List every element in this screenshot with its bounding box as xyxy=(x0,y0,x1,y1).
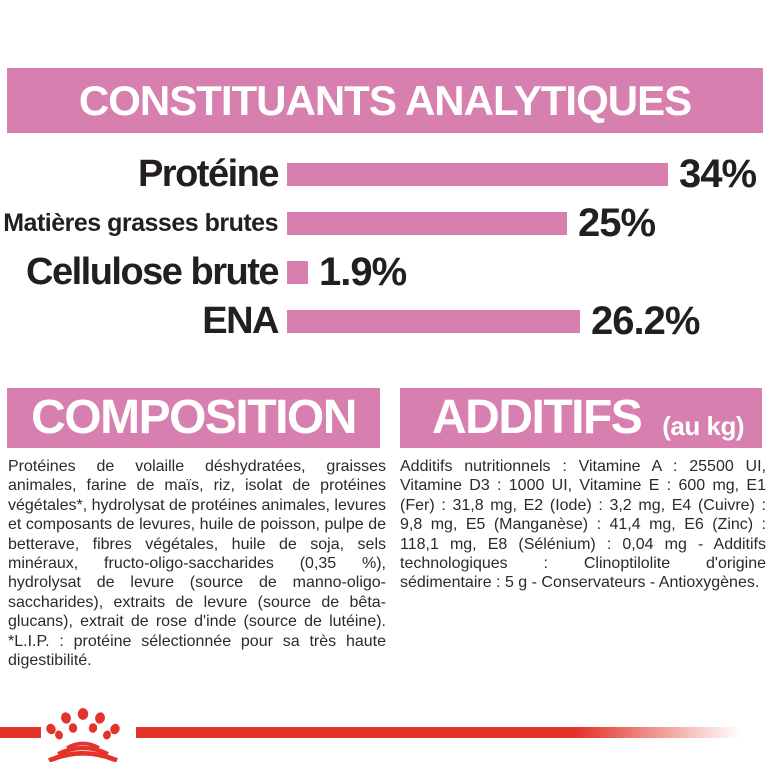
royal-canin-crown-icon xyxy=(42,704,124,762)
constituents-bar-chart: Protéine 34% Matières grasses brutes 25% Cel… xyxy=(0,150,770,346)
additifs-body-text: Additifs nutritionnels : Vitamine A : 25… xyxy=(400,458,766,592)
additifs-title: ADDITIFS xyxy=(432,391,643,444)
chart-row: ENA 26.2% xyxy=(0,297,770,346)
additifs-unit-label: (au kg) xyxy=(662,411,744,441)
chart-value-label: 25% xyxy=(578,201,656,245)
chart-value-label: 34% xyxy=(679,152,757,196)
chart-category-label: Matières grasses brutes xyxy=(3,209,278,237)
composition-banner: COMPOSITION xyxy=(7,388,380,448)
additifs-banner: ADDITIFS (au kg) xyxy=(400,388,762,448)
chart-category-label: ENA xyxy=(202,300,279,342)
chart-bar xyxy=(287,310,580,333)
composition-title: COMPOSITION xyxy=(31,391,357,444)
chart-bar xyxy=(287,163,668,186)
chart-category-label: Protéine xyxy=(137,153,280,195)
composition-body-text: Protéines de volaille déshydratées, grai… xyxy=(8,458,386,670)
analytical-constituents-title: CONSTITUANTS ANALYTIQUES xyxy=(78,77,692,124)
chart-value-label: 26.2% xyxy=(591,299,700,343)
chart-bar xyxy=(287,261,308,284)
analytical-constituents-banner: CONSTITUANTS ANALYTIQUES xyxy=(7,68,763,133)
chart-bar xyxy=(287,212,567,235)
chart-value-label: 1.9% xyxy=(319,250,407,294)
footer-red-line-left xyxy=(0,727,41,738)
chart-row: Cellulose brute 1.9% xyxy=(0,248,770,297)
chart-category-label: Cellulose brute xyxy=(26,251,280,293)
chart-row: Protéine 34% xyxy=(0,150,770,199)
footer-red-line-right xyxy=(136,727,740,738)
chart-row: Matières grasses brutes 25% xyxy=(0,199,770,248)
